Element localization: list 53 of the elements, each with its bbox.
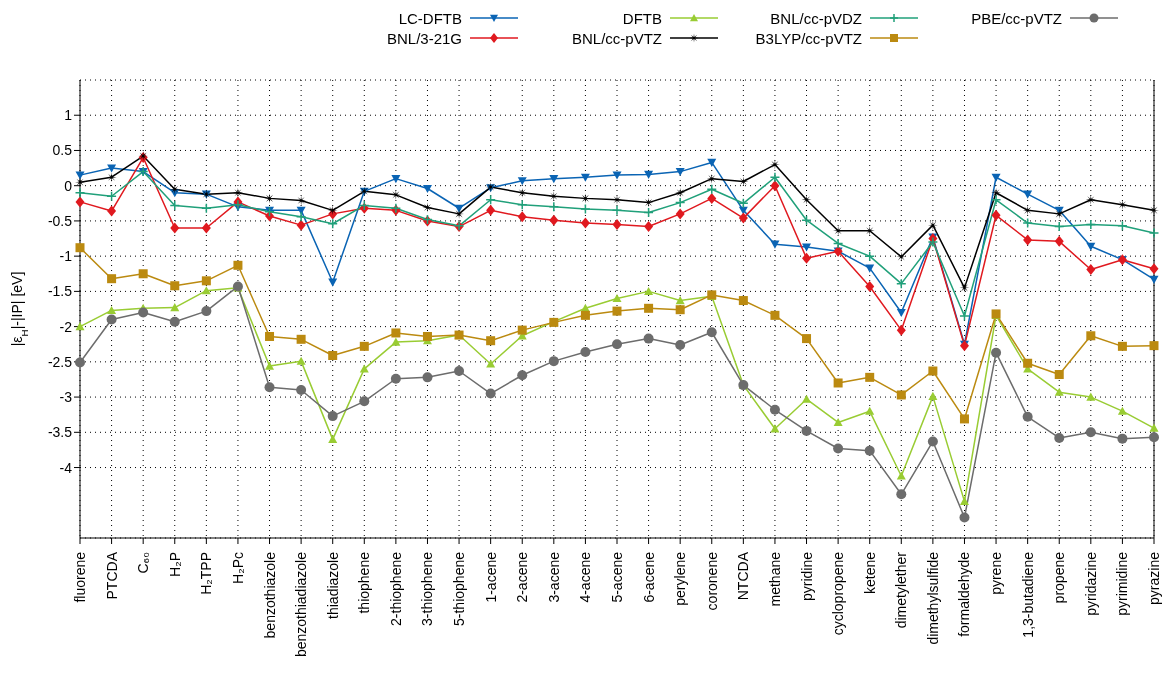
x-tick-label: C₆₀ (135, 551, 152, 574)
x-tick-label: 4-acene (577, 551, 594, 603)
x-tick-label: thiophene (356, 551, 373, 614)
x-tick-label: 3-thiophene (419, 551, 436, 626)
x-tick-label: 1,3-butadiene (1019, 551, 1036, 638)
y-tick-label: -2.5 (47, 353, 73, 370)
y-tick-label: -3.5 (47, 424, 73, 441)
x-tick-label: methane (766, 551, 783, 607)
x-tick-label: fluorene (72, 551, 88, 603)
x-tick-label: 2-acene (514, 551, 531, 603)
y-tick-label: 0 (64, 177, 73, 194)
x-tick-label: benzothiadiazole (293, 551, 310, 658)
y-tick-label: -1.5 (47, 283, 73, 300)
x-tick-label: 3-acene (545, 551, 562, 603)
x-tick-label: dimethylsulfide (924, 551, 941, 645)
y-tick-label: 1 (64, 107, 73, 124)
x-tick-label: coronene (703, 551, 720, 611)
y-tick-label: -0.5 (47, 212, 73, 229)
legend-label: LC-DFTB (398, 9, 462, 27)
x-tick-label: H₂P (166, 552, 183, 577)
x-tick-label: PTCDA (103, 551, 120, 600)
x-tick-label: 6-acene (640, 551, 657, 603)
x-tick-label: 5-acene (609, 551, 625, 603)
x-tick-label: formaldehyde (956, 551, 973, 637)
x-tick-label: thiadiazole (324, 551, 341, 619)
x-tick-label: ketene (861, 551, 878, 595)
x-tick-label: propene (1051, 551, 1068, 604)
x-tick-label: H₂TPP (198, 552, 215, 595)
legend-label: BNL/3-21G (386, 29, 462, 47)
y-tick-label: -4 (59, 459, 73, 476)
legend-label: B3LYP/cc-pVTZ (755, 29, 862, 47)
x-tick-label: perylene (672, 551, 689, 606)
legend-label: BNL/cc-pVTZ (571, 29, 662, 47)
x-tick-label: benzothiazole (261, 551, 278, 639)
y-tick-label: -1 (59, 248, 73, 265)
x-tick-label: pyridine (798, 551, 815, 602)
x-tick-label: NTCDA (735, 551, 752, 601)
x-tick-label: pyrimidine (1114, 551, 1131, 616)
y-tick-label: -2 (59, 318, 73, 335)
x-tick-label: 2-thiophene (387, 551, 404, 626)
x-tick-label: dimetylether (893, 551, 910, 629)
x-tick-label: pyrene (988, 551, 1005, 595)
x-tick-label: pyridazine (1082, 551, 1099, 616)
x-tick-label: 5-thiophene (451, 551, 468, 626)
legend-label: DFTB (622, 9, 662, 27)
x-tick-label: pyrazine (1146, 551, 1162, 605)
x-tick-label: H₂Pc (229, 552, 246, 584)
y-tick-label: -3 (59, 389, 73, 406)
x-tick-label: cyclopropene (830, 551, 847, 636)
y-tick-label: 0.5 (52, 142, 73, 159)
x-tick-label: 1-acene (482, 551, 499, 603)
legend-label: PBE/cc-pVTZ (971, 9, 1062, 27)
legend-label: BNL/cc-pVDZ (770, 9, 862, 27)
